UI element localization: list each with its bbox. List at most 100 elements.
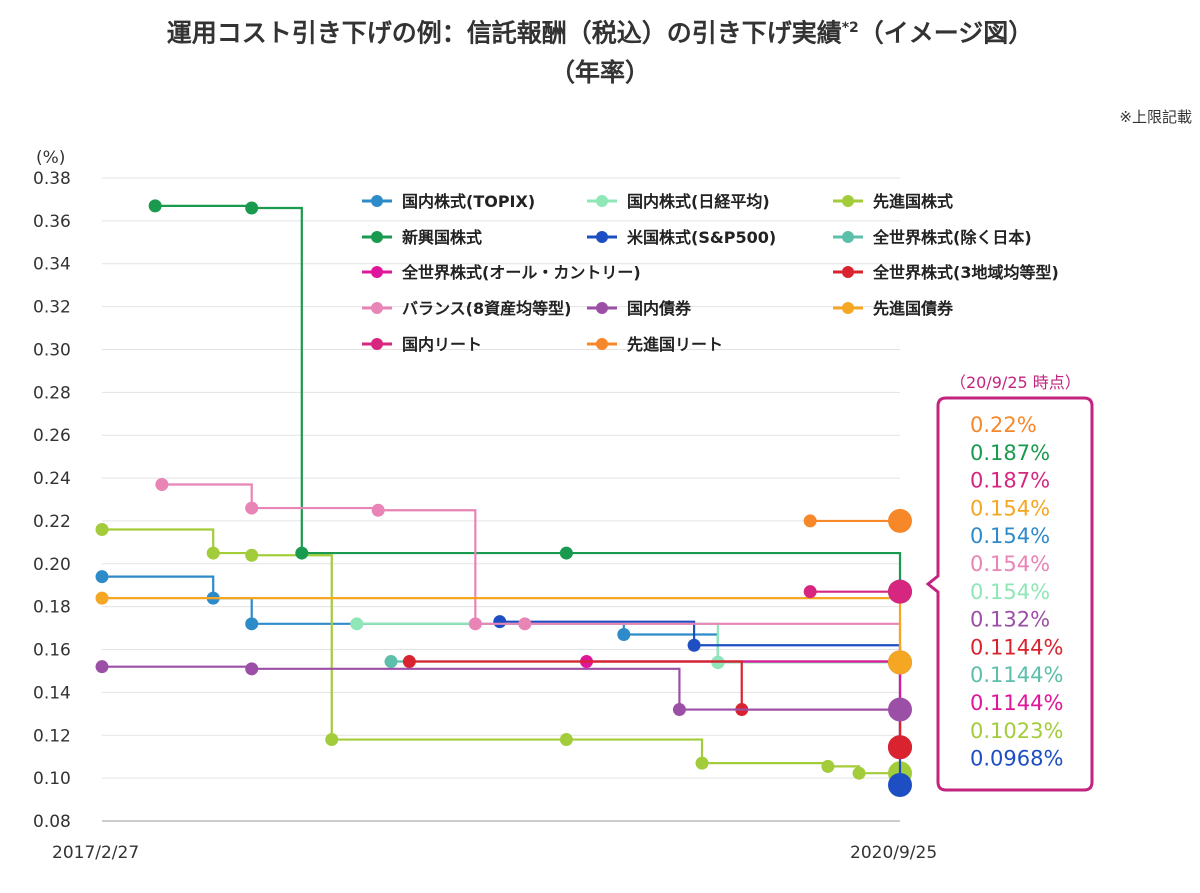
chart-title-line1: 運用コスト引き下げの例：信託報酬（税込）の引き下げ実績	[166, 18, 842, 48]
end-values-frame	[925, 396, 1094, 792]
end-value-label: 0.154%	[970, 496, 1050, 520]
legend-swatch-dot	[596, 231, 608, 243]
upper-limit-note: ※上限記載	[1119, 108, 1192, 126]
series-end-point	[888, 508, 912, 533]
series-line-9	[102, 665, 900, 711]
series-point	[295, 546, 309, 560]
legend-swatch-dot	[842, 231, 854, 243]
series-point	[371, 503, 385, 517]
y-tick-label: 0.12	[33, 726, 71, 746]
legend-swatch-dot	[371, 266, 383, 278]
series-point	[148, 199, 162, 213]
legend-label: 米国株式(S&P500)	[627, 228, 776, 247]
series-point	[803, 514, 817, 528]
end-values-box: （20/9/25 時点） 0.22% 0.187% 0.187% 0.154% 0.154…	[925, 373, 1094, 792]
series-line-10	[102, 596, 902, 663]
chart-title-footnote-mark: *2	[841, 20, 859, 36]
legend-swatch-dot	[596, 302, 608, 314]
end-value-label: 0.0968%	[970, 747, 1063, 771]
y-tick-label: 0.16	[33, 641, 71, 661]
series-point	[384, 655, 398, 669]
series-point	[493, 615, 507, 629]
series-line-8	[161, 483, 902, 663]
series-point	[468, 617, 482, 631]
series-point	[245, 617, 259, 631]
legend-label: 国内債券	[627, 299, 692, 318]
y-tick-label: 0.10	[33, 769, 71, 789]
series-point	[852, 766, 866, 780]
chart-title-line2: （年率）	[549, 58, 650, 88]
legend-swatch-dot	[371, 302, 383, 314]
legend-label: 全世界株式(除く日本)	[872, 228, 1032, 247]
y-tick-label: 0.08	[33, 812, 71, 832]
series-point	[95, 591, 109, 605]
legend-label: 国内株式(TOPIX)	[402, 192, 535, 211]
series-line-7	[409, 660, 902, 748]
legend-label: バランス(8資産均等型)	[402, 299, 571, 318]
series-point	[95, 570, 109, 584]
end-value-label: 0.154%	[970, 580, 1050, 604]
legend-swatch-dot	[371, 195, 383, 207]
series-line-2	[102, 528, 900, 775]
end-value-label: 0.1144%	[970, 691, 1063, 715]
series-point	[617, 628, 631, 642]
series-point	[325, 733, 339, 747]
series-point	[95, 523, 109, 537]
end-value-label: 0.1144%	[970, 635, 1063, 659]
x-tick-label-end: 2020/9/25	[850, 843, 937, 863]
y-tick-label: 0.34	[33, 255, 71, 275]
end-value-label: 0.154%	[970, 552, 1050, 576]
y-tick-label: 0.26	[33, 426, 71, 446]
legend-swatch-dot	[596, 338, 608, 350]
series-point	[672, 703, 686, 717]
legend-label: 先進国株式	[873, 192, 953, 211]
chart-grid	[102, 177, 900, 822]
end-value-label: 0.1023%	[970, 719, 1063, 743]
legend-swatch-dot	[842, 195, 854, 207]
series-point	[803, 585, 817, 599]
series-point	[245, 548, 259, 562]
chart-title: 運用コスト引き下げの例：信託報酬（税込）の引き下げ実績*2（イメージ図） （年率…	[0, 8, 1200, 93]
y-tick-label: 0.22	[33, 512, 71, 532]
series-point	[206, 546, 220, 560]
series-end-point	[888, 772, 912, 797]
series-point	[95, 660, 109, 674]
series-end-point	[888, 735, 912, 760]
y-tick-label: 0.30	[33, 340, 71, 360]
legend-swatch-dot	[596, 195, 608, 207]
series-point	[245, 201, 259, 215]
y-tick-label: 0.38	[33, 169, 71, 189]
legend-swatch-dot	[371, 231, 383, 243]
legend-label: 先進国リート	[627, 335, 723, 354]
end-value-label: 0.132%	[970, 608, 1050, 632]
y-tick-label: 0.14	[33, 683, 71, 703]
y-axis-ticks: 0.38 0.36 0.34 0.32 0.30 0.28 0.26 0.24 0.22 0.20…	[33, 148, 71, 832]
end-value-label: 0.154%	[970, 524, 1050, 548]
series-point	[687, 638, 701, 652]
series-point	[821, 759, 835, 773]
end-value-label: 0.1144%	[970, 663, 1063, 687]
series-point	[350, 617, 364, 631]
end-value-label: 0.22%	[970, 413, 1037, 437]
chart-title-suffix: （イメージ図）	[858, 18, 1034, 48]
series-point	[695, 756, 709, 770]
legend-label: 全世界株式(3地域均等型)	[872, 263, 1059, 282]
series-end-point	[888, 697, 912, 722]
end-value-label: 0.187%	[970, 441, 1050, 465]
legend-label: 国内株式(日経平均)	[627, 192, 770, 211]
series-line-5	[391, 660, 902, 748]
series-point	[155, 477, 169, 491]
series-point	[402, 655, 416, 669]
legend-swatch-dot	[371, 338, 383, 350]
series-point	[518, 617, 532, 631]
legend-label: 新興国株式	[402, 228, 482, 247]
legend-swatch-dot	[842, 302, 854, 314]
y-tick-label: 0.32	[33, 298, 71, 318]
y-tick-label: 0.20	[33, 555, 71, 575]
legend-label: 全世界株式(オール・カントリー)	[401, 263, 641, 282]
legend-label: 国内リート	[402, 335, 482, 354]
series-end-point	[888, 650, 912, 675]
series-line-1	[356, 622, 900, 664]
